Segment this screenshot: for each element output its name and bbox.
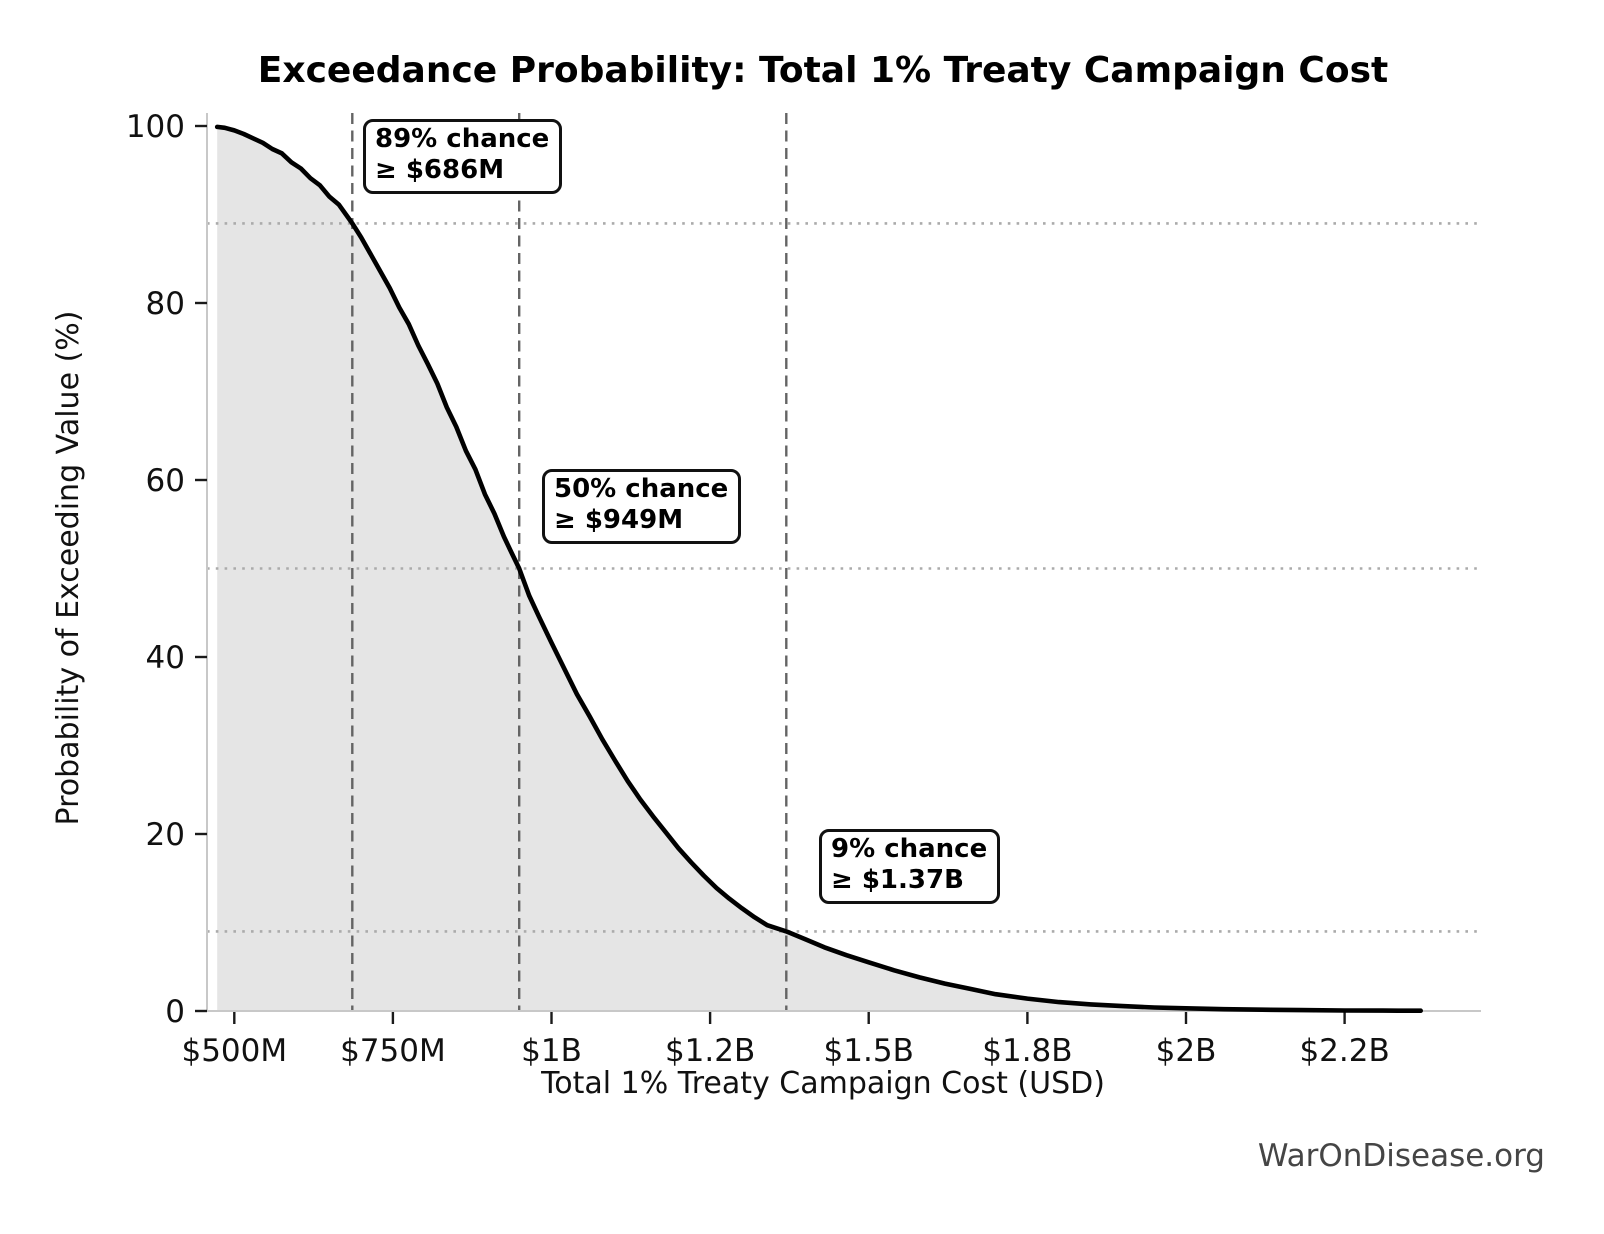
x-tick-label: $1B — [521, 1033, 582, 1069]
annotation-value-text: ≥ $686M — [375, 155, 505, 186]
annotation-chance-text: 9% chance — [831, 834, 988, 864]
watermark-text: WarOnDisease.org — [1257, 1138, 1545, 1174]
annotation-value-text: ≥ $1.37B — [831, 865, 964, 896]
exceedance-curve — [214, 124, 1423, 1014]
chart-title: Exceedance Probability: Total 1% Treaty … — [257, 50, 1389, 91]
x-tick-label: $2B — [1156, 1033, 1217, 1069]
annotation-chance-text: 89% chance — [375, 124, 550, 154]
curve-fill-area — [217, 126, 1421, 1011]
y-tick-label: 40 — [146, 640, 185, 676]
x-axis-label: Total 1% Treaty Campaign Cost (USD) — [541, 1066, 1105, 1101]
x-tick-label: $1.8B — [982, 1033, 1072, 1069]
x-tick-label: $750M — [340, 1033, 446, 1069]
y-tick-label: 60 — [146, 463, 185, 499]
x-tick-label: $2.2B — [1299, 1033, 1389, 1069]
annotation-chance-text: 50% chance — [554, 474, 729, 504]
annotation-50pct-949m: 50% chance ≥ $949M — [542, 469, 742, 545]
y-axis-label: Probability of Exceeding Value (%) — [51, 310, 86, 826]
y-tick-label: 80 — [146, 286, 185, 322]
y-tick-label: 100 — [126, 109, 185, 145]
x-tick-label: $500M — [181, 1033, 287, 1069]
x-tick-label: $1.2B — [665, 1033, 755, 1069]
y-tick-label: 20 — [146, 817, 185, 853]
y-tick-label: 0 — [165, 994, 185, 1030]
annotation-value-text: ≥ $949M — [554, 505, 684, 536]
x-tick-label: $1.5B — [824, 1033, 914, 1069]
annotation-89pct-686m: 89% chance ≥ $686M — [363, 119, 563, 195]
annotation-9pct-1-37b: 9% chance ≥ $1.37B — [819, 829, 1001, 905]
